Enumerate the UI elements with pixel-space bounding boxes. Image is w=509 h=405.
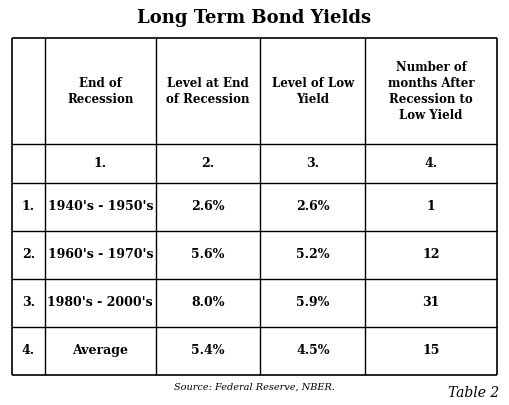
Text: 12: 12 <box>422 248 440 262</box>
Text: 5.6%: 5.6% <box>191 248 224 262</box>
Text: 2.6%: 2.6% <box>191 200 224 213</box>
Text: 1980's - 2000's: 1980's - 2000's <box>47 296 153 309</box>
Text: 4.5%: 4.5% <box>296 345 329 358</box>
Text: 1940's - 1950's: 1940's - 1950's <box>47 200 153 213</box>
Text: Level at End
of Recession: Level at End of Recession <box>166 77 250 106</box>
Text: Number of
months After
Recession to
Low Yield: Number of months After Recession to Low … <box>388 61 474 122</box>
Text: 5.9%: 5.9% <box>296 296 329 309</box>
Text: 2.6%: 2.6% <box>296 200 329 213</box>
Text: 15: 15 <box>422 345 440 358</box>
Text: 4.: 4. <box>22 345 35 358</box>
Text: Level of Low
Yield: Level of Low Yield <box>272 77 354 106</box>
Text: Source: Federal Reserve, NBER.: Source: Federal Reserve, NBER. <box>174 382 335 392</box>
Text: 3.: 3. <box>306 157 319 170</box>
Text: 5.2%: 5.2% <box>296 248 329 262</box>
Text: 1960's - 1970's: 1960's - 1970's <box>47 248 153 262</box>
Text: 1.: 1. <box>22 200 35 213</box>
Text: 2.: 2. <box>202 157 214 170</box>
Text: 1.: 1. <box>94 157 107 170</box>
Text: End of
Recession: End of Recession <box>67 77 133 106</box>
Text: 2.: 2. <box>22 248 35 262</box>
Text: Average: Average <box>72 345 128 358</box>
Text: 4.: 4. <box>425 157 438 170</box>
Text: 5.4%: 5.4% <box>191 345 224 358</box>
Text: 3.: 3. <box>22 296 35 309</box>
Text: 1: 1 <box>427 200 435 213</box>
Text: 8.0%: 8.0% <box>191 296 224 309</box>
Text: Long Term Bond Yields: Long Term Bond Yields <box>137 9 372 27</box>
Text: 31: 31 <box>422 296 440 309</box>
Text: Table 2: Table 2 <box>448 386 499 400</box>
